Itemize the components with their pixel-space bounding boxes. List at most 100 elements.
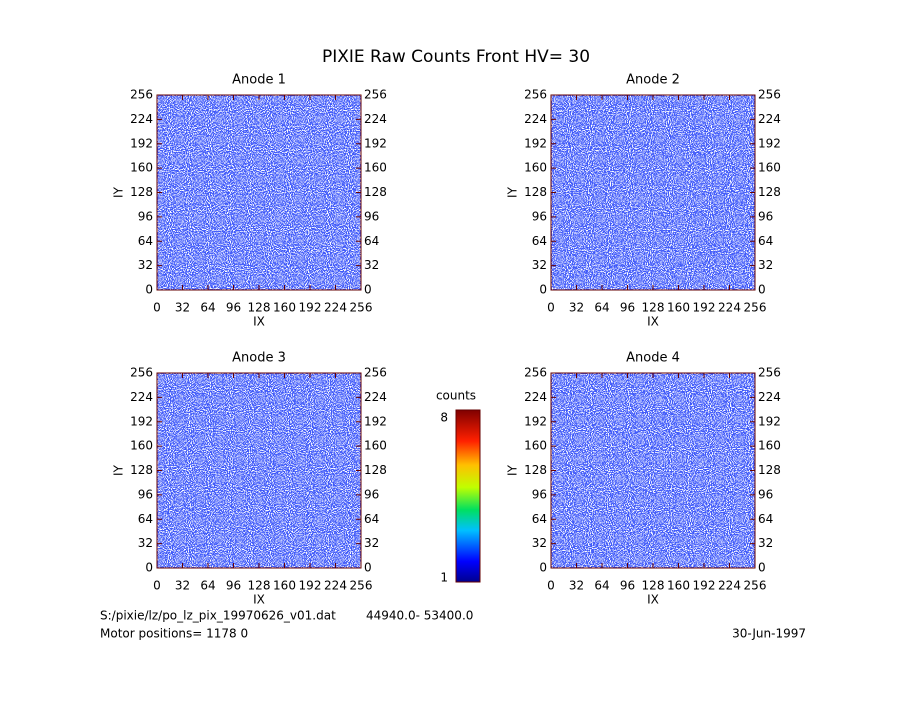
y-tick-label: 256	[130, 366, 153, 380]
y2-tick-label: 64	[364, 512, 379, 526]
y-tick-label: 192	[524, 414, 547, 428]
x-axis-label: IX	[253, 593, 265, 607]
y2-tick-label: 0	[364, 283, 372, 297]
colorbar-tick-label: 8	[440, 411, 448, 425]
x-axis-label: IX	[647, 593, 659, 607]
x-tick-label: 0	[153, 301, 161, 315]
y2-tick-label: 224	[364, 112, 387, 126]
y2-tick-label: 0	[758, 561, 766, 575]
y2-tick-label: 160	[758, 161, 781, 175]
x-tick-label: 0	[547, 579, 555, 593]
x-tick-label: 256	[744, 579, 767, 593]
x-tick-label: 160	[667, 579, 690, 593]
x-tick-label: 160	[667, 301, 690, 315]
y-tick-label: 96	[138, 209, 153, 223]
y-tick-label: 64	[532, 512, 547, 526]
x-tick-label: 192	[299, 579, 322, 593]
y-tick-label: 128	[524, 463, 547, 477]
y2-tick-label: 32	[364, 536, 379, 550]
x-tick-label: 128	[248, 579, 271, 593]
x-tick-label: 256	[350, 579, 373, 593]
y2-tick-label: 192	[364, 136, 387, 150]
x-tick-label: 224	[324, 579, 347, 593]
y-tick-label: 192	[524, 136, 547, 150]
x-tick-label: 128	[248, 301, 271, 315]
y-tick-label: 96	[138, 487, 153, 501]
y2-tick-label: 64	[758, 234, 773, 248]
y-tick-label: 96	[532, 487, 547, 501]
y2-tick-label: 160	[758, 439, 781, 453]
y2-tick-label: 256	[758, 366, 781, 380]
colorbar-tick-label: 1	[440, 571, 448, 585]
y2-tick-label: 192	[758, 136, 781, 150]
x-tick-label: 160	[273, 301, 296, 315]
y-tick-label: 32	[138, 258, 153, 272]
y2-tick-label: 128	[758, 463, 781, 477]
y2-tick-label: 96	[364, 487, 379, 501]
y2-tick-label: 192	[758, 414, 781, 428]
y-tick-label: 128	[130, 185, 153, 199]
x-tick-label: 256	[350, 301, 373, 315]
y-tick-label: 224	[524, 112, 547, 126]
y-axis-label: IY	[506, 186, 520, 198]
y-tick-label: 128	[130, 463, 153, 477]
x-tick-label: 224	[718, 579, 741, 593]
y2-tick-label: 128	[364, 463, 387, 477]
heatmap-image	[157, 95, 361, 290]
y2-tick-label: 224	[758, 390, 781, 404]
y2-tick-label: 0	[758, 283, 766, 297]
y2-tick-label: 256	[364, 366, 387, 380]
heatmap-image	[551, 95, 755, 290]
y-tick-label: 192	[130, 136, 153, 150]
x-tick-label: 64	[200, 579, 215, 593]
y2-tick-label: 160	[364, 439, 387, 453]
y-tick-label: 32	[138, 536, 153, 550]
y2-tick-label: 0	[364, 561, 372, 575]
footer-date: 30-Jun-1997	[732, 627, 806, 641]
x-tick-label: 96	[226, 301, 241, 315]
y2-tick-label: 256	[364, 88, 387, 102]
x-tick-label: 128	[642, 579, 665, 593]
y2-tick-label: 192	[364, 414, 387, 428]
x-tick-label: 160	[273, 579, 296, 593]
y2-tick-label: 32	[758, 258, 773, 272]
y-tick-label: 64	[138, 512, 153, 526]
y-axis-label: IY	[506, 464, 520, 476]
plot-title: Anode 4	[626, 351, 680, 366]
y2-tick-label: 96	[758, 487, 773, 501]
y-tick-label: 256	[130, 88, 153, 102]
y2-tick-label: 128	[364, 185, 387, 199]
x-axis-label: IX	[253, 315, 265, 329]
x-tick-label: 32	[569, 579, 584, 593]
y-tick-label: 160	[524, 439, 547, 453]
y2-tick-label: 64	[758, 512, 773, 526]
x-tick-label: 224	[324, 301, 347, 315]
x-tick-label: 0	[153, 579, 161, 593]
x-tick-label: 192	[693, 579, 716, 593]
y-axis-label: IY	[112, 464, 126, 476]
y2-tick-label: 224	[364, 390, 387, 404]
x-tick-label: 256	[744, 301, 767, 315]
footer-file: S:/pixie/lz/po_lz_pix_19970626_v01.dat	[100, 609, 336, 623]
y-tick-label: 0	[145, 283, 153, 297]
x-tick-label: 0	[547, 301, 555, 315]
y2-tick-label: 64	[364, 234, 379, 248]
heatmap-image	[157, 373, 361, 568]
y-tick-label: 160	[524, 161, 547, 175]
x-tick-label: 96	[620, 301, 635, 315]
y-tick-label: 160	[130, 439, 153, 453]
x-tick-label: 32	[175, 579, 190, 593]
y-tick-label: 32	[532, 536, 547, 550]
x-tick-label: 32	[569, 301, 584, 315]
plot-title: Anode 3	[232, 351, 286, 366]
x-tick-label: 192	[299, 301, 322, 315]
y2-tick-label: 96	[758, 209, 773, 223]
x-axis-label: IX	[647, 315, 659, 329]
y-tick-label: 0	[539, 283, 547, 297]
x-tick-label: 64	[594, 301, 609, 315]
x-tick-label: 96	[226, 579, 241, 593]
y-tick-label: 64	[532, 234, 547, 248]
y-tick-label: 224	[130, 112, 153, 126]
x-tick-label: 64	[200, 301, 215, 315]
